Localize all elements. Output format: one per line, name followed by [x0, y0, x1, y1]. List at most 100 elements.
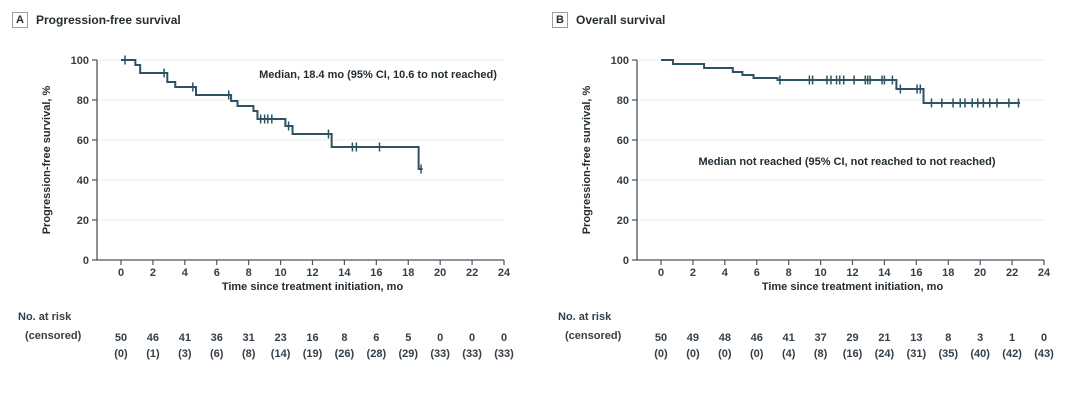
panel-title: Progression-free survival [36, 13, 181, 27]
censored-count: (1) [146, 348, 160, 360]
censored-count: (6) [210, 348, 224, 360]
x-tick-label: 2 [150, 267, 156, 279]
x-tick-label: 4 [182, 267, 189, 279]
at-risk-count: 23 [274, 332, 286, 344]
y-tick-label: 80 [77, 95, 89, 107]
at-risk-count: 21 [878, 332, 890, 344]
censored-count: (35) [938, 348, 958, 360]
x-tick-label: 18 [402, 267, 414, 279]
x-tick-label: 8 [786, 267, 792, 279]
y-tick-label: 20 [617, 215, 629, 227]
y-tick-label: 40 [617, 175, 629, 187]
censored-count: (31) [907, 348, 927, 360]
panel-progression-free-survival: A Progression-free survival Progression-… [12, 12, 514, 360]
y-tick-label: 60 [617, 135, 629, 147]
x-tick-label: 22 [466, 267, 478, 279]
at-risk-count: 6 [373, 332, 379, 344]
at-risk-count: 3 [977, 332, 983, 344]
at-risk-count: 48 [719, 332, 731, 344]
censored-label: (censored) [565, 330, 622, 342]
censored-count: (33) [430, 348, 450, 360]
censored-count: (4) [782, 348, 796, 360]
censored-count: (3) [178, 348, 192, 360]
x-tick-label: 6 [754, 267, 760, 279]
y-tick-label: 0 [623, 255, 629, 267]
km-curve [121, 59, 423, 170]
x-tick-label: 20 [434, 267, 446, 279]
x-axis-label: Time since treatment initiation, mo [221, 281, 404, 293]
at-risk-count: 1 [1009, 332, 1015, 344]
at-risk-count: 0 [469, 332, 475, 344]
panel-overall-survival: B Overall survival Progression-free surv… [540, 0, 1080, 400]
median-annotation: Median, 18.4 mo (95% CI, 10.6 to not rea… [259, 69, 497, 81]
x-tick-label: 8 [246, 267, 252, 279]
at-risk-count: 8 [341, 332, 347, 344]
censored-count: (43) [1034, 348, 1054, 360]
x-tick-label: 24 [498, 267, 511, 279]
censored-count: (40) [970, 348, 990, 360]
panel-letter-box: B [552, 12, 568, 28]
x-tick-label: 0 [658, 267, 664, 279]
censored-count: (19) [303, 348, 323, 360]
at-risk-count: 49 [687, 332, 699, 344]
y-tick-label: 60 [77, 135, 89, 147]
censored-count: (0) [654, 348, 668, 360]
at-risk-count: 37 [814, 332, 826, 344]
x-tick-label: 14 [338, 267, 351, 279]
censored-count: (8) [814, 348, 828, 360]
censored-count: (8) [242, 348, 256, 360]
at-risk-count: 0 [1041, 332, 1047, 344]
y-tick-label: 80 [617, 95, 629, 107]
at-risk-count: 0 [437, 332, 443, 344]
at-risk-count: 31 [243, 332, 255, 344]
x-tick-label: 20 [974, 267, 986, 279]
at-risk-count: 0 [501, 332, 507, 344]
at-risk-count: 50 [115, 332, 127, 344]
x-tick-label: 12 [306, 267, 318, 279]
x-tick-label: 24 [1038, 267, 1051, 279]
at-risk-count: 41 [783, 332, 795, 344]
at-risk-label: No. at risk [558, 311, 612, 323]
at-risk-count: 50 [655, 332, 667, 344]
x-tick-label: 16 [910, 267, 922, 279]
x-tick-label: 18 [942, 267, 954, 279]
censored-count: (28) [367, 348, 387, 360]
x-tick-label: 22 [1006, 267, 1018, 279]
censored-label: (censored) [25, 330, 82, 342]
censored-count: (14) [271, 348, 291, 360]
at-risk-count: 29 [846, 332, 858, 344]
x-tick-label: 6 [214, 267, 220, 279]
censored-count: (33) [462, 348, 482, 360]
y-tick-label: 100 [71, 55, 89, 67]
censored-count: (42) [1002, 348, 1022, 360]
censored-count: (0) [686, 348, 700, 360]
x-tick-label: 10 [814, 267, 826, 279]
x-tick-label: 0 [118, 267, 124, 279]
panel-header: B Overall survival [552, 12, 665, 28]
panel-letter-box: A [12, 12, 28, 28]
at-risk-count: 36 [211, 332, 223, 344]
panel-header: A Progression-free survival [12, 12, 181, 28]
x-tick-label: 2 [690, 267, 696, 279]
censored-count: (0) [750, 348, 764, 360]
y-tick-label: 20 [77, 215, 89, 227]
y-tick-label: 40 [77, 175, 89, 187]
at-risk-count: 5 [405, 332, 411, 344]
x-tick-label: 14 [878, 267, 891, 279]
panel-title: Overall survival [576, 13, 666, 27]
y-tick-label: 0 [83, 255, 89, 267]
at-risk-count: 16 [306, 332, 318, 344]
at-risk-count: 46 [147, 332, 159, 344]
at-risk-count: 13 [910, 332, 922, 344]
x-tick-label: 10 [274, 267, 286, 279]
at-risk-label: No. at risk [18, 311, 72, 323]
x-tick-label: 12 [846, 267, 858, 279]
at-risk-count: 41 [179, 332, 191, 344]
censored-count: (29) [398, 348, 418, 360]
censored-count: (0) [718, 348, 732, 360]
censored-count: (33) [494, 348, 514, 360]
at-risk-count: 8 [945, 332, 951, 344]
censored-count: (24) [875, 348, 895, 360]
